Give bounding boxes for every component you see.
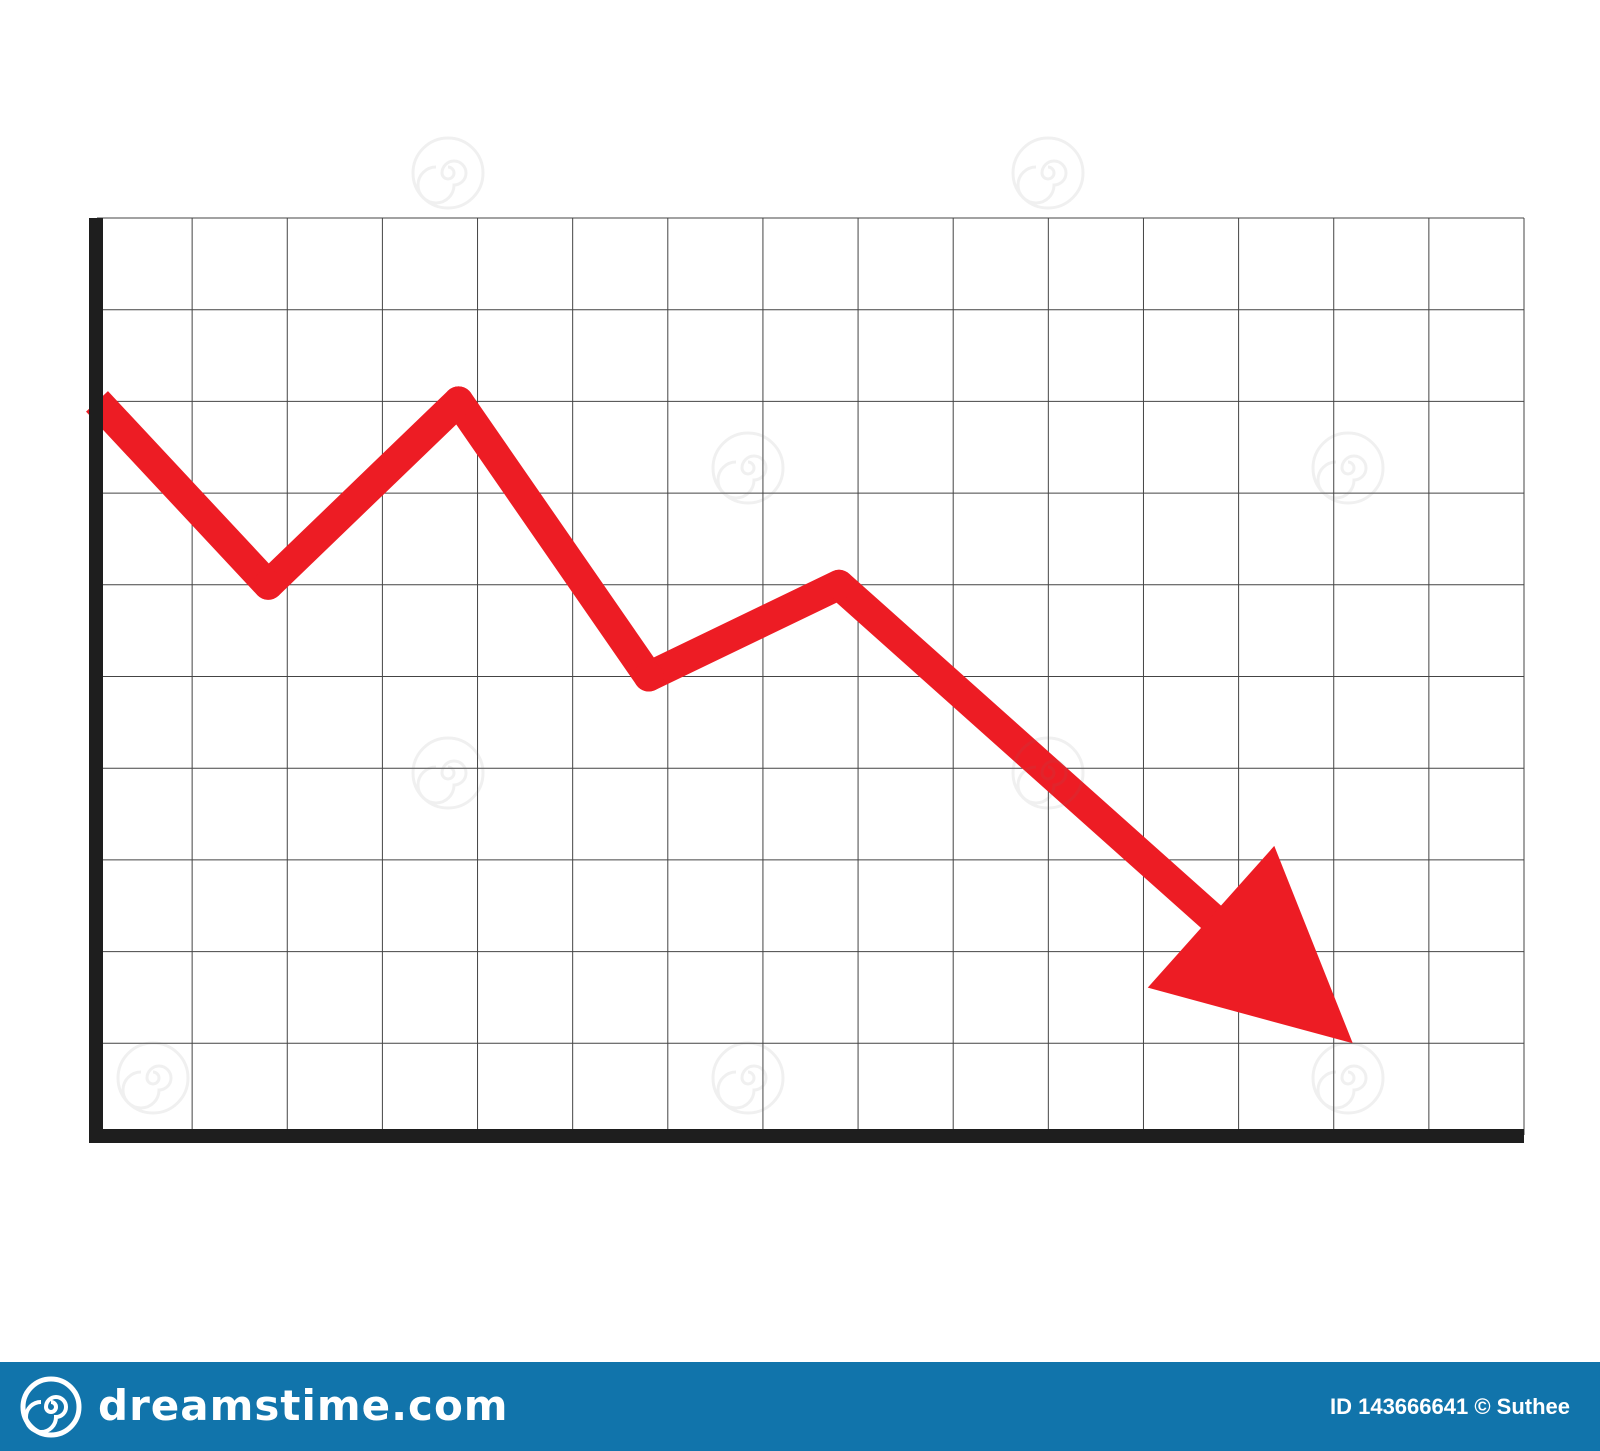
trend-arrowhead: [1147, 845, 1353, 1044]
trend-point: [633, 661, 664, 692]
watermark-spiral-icon: [411, 736, 485, 810]
chart-grid: [96, 217, 1525, 1136]
footer-image-id: ID 143666641 © Suthee: [1329, 1394, 1570, 1419]
trend-line: [86, 386, 1236, 942]
trend-line-group: [86, 386, 1353, 1044]
watermark-footer-bar: dreamstime.com ID 143666641 © Suthee: [0, 1362, 1600, 1451]
trend-point: [824, 569, 855, 600]
watermark-spiral-icon: [1311, 1041, 1385, 1115]
chart-area: [86, 136, 1525, 1143]
watermark-spiral-icon: [1311, 431, 1385, 505]
trend-chart: [86, 217, 1525, 1143]
watermark-spiral-icon: [1011, 136, 1085, 210]
watermark-spiral-icon: [411, 136, 485, 210]
trend-point: [443, 386, 474, 417]
footer-brand: dreamstime.com: [98, 1381, 509, 1430]
trend-point: [253, 569, 284, 600]
spiral-icon: [20, 1376, 82, 1438]
watermark-spiral-icon: [711, 431, 785, 505]
watermark-spiral-icon: [711, 1041, 785, 1115]
watermark-spiral-icon: [116, 1041, 190, 1115]
chart-axes: [89, 218, 1524, 1143]
watermark-spiral-icon: [1011, 736, 1085, 810]
